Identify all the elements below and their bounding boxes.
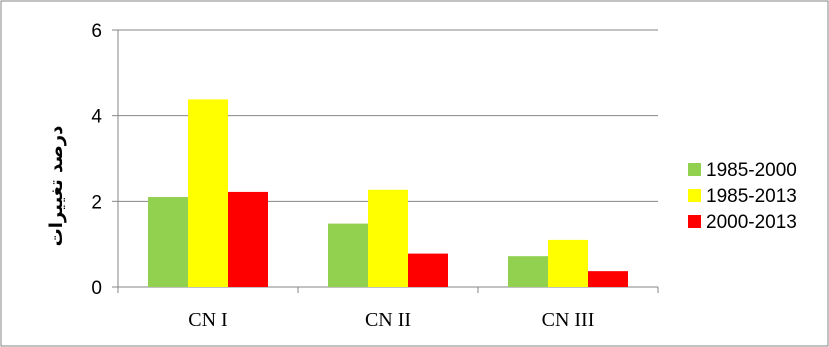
y-tick-label: 6 (91, 21, 102, 42)
bar-1985-2000-CN-III (508, 256, 548, 287)
x-tick-label: CN II (365, 309, 411, 331)
legend-swatch (688, 215, 701, 228)
y-axis-label: درصد تغییرات (46, 126, 67, 247)
y-tick-label: 4 (91, 107, 102, 128)
axis-labels: 0 2 4 6 CN I CN II CN III (91, 21, 594, 331)
bar-1985-2000-CN-I (148, 197, 188, 287)
bar-2000-2013-CN-III (588, 271, 628, 287)
bar-2000-2013-CN-I (228, 191, 268, 287)
legend: 1985-2000 1985-2013 2000-2013 (688, 160, 797, 233)
legend-label: 2000-2013 (706, 212, 797, 233)
bar-1985-2013-CN-I (188, 99, 228, 287)
bar-2000-2013-CN-II (408, 253, 448, 287)
bars (148, 99, 628, 287)
legend-swatch (688, 189, 701, 202)
bar-1985-2013-CN-II (368, 189, 408, 287)
y-tick-label: 0 (91, 278, 102, 299)
bar-1985-2013-CN-III (548, 239, 588, 287)
y-tick-label: 2 (91, 192, 102, 213)
legend-swatch (688, 163, 701, 176)
legend-label: 1985-2000 (706, 160, 797, 181)
x-tick-label: CN I (188, 309, 227, 331)
bar-1985-2000-CN-II (328, 223, 368, 287)
x-tick-label: CN III (542, 309, 595, 331)
legend-label: 1985-2013 (706, 186, 797, 207)
